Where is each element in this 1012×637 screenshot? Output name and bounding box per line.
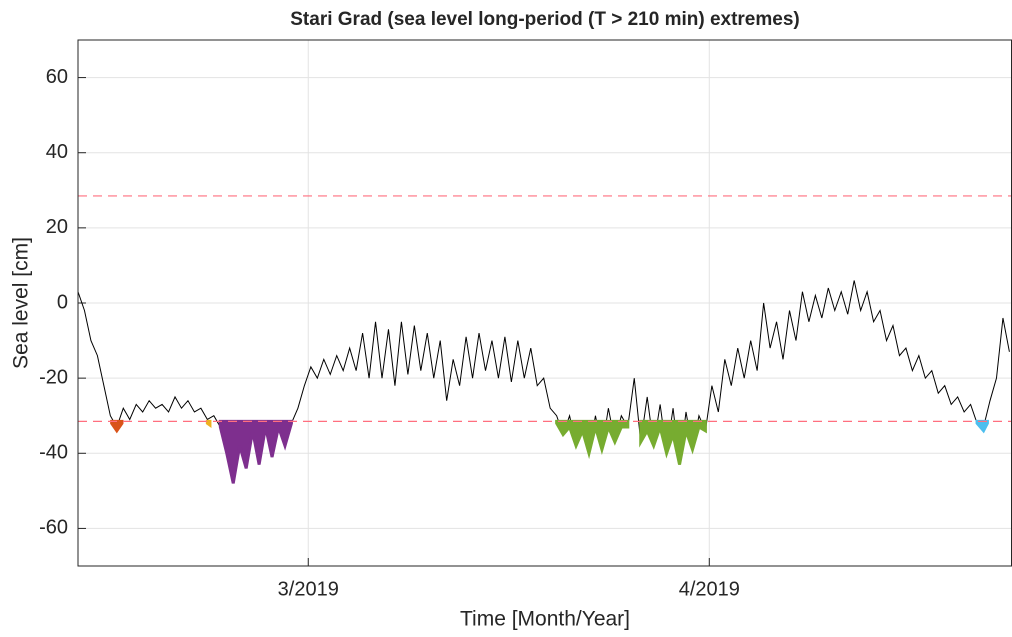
y-tick-label: 0	[57, 291, 68, 313]
y-tick-label: -40	[39, 442, 68, 464]
y-tick-label: -20	[39, 366, 68, 388]
extreme-area	[218, 419, 293, 484]
extreme-area	[555, 419, 630, 460]
plot-area	[78, 280, 1010, 484]
x-axis-label: Time [Month/Year]	[460, 608, 630, 631]
y-tick-label: 40	[46, 141, 68, 163]
y-axis-label: Sea level [cm]	[10, 237, 33, 369]
x-tick-label: 4/2019	[679, 578, 740, 600]
x-tick-label: 3/2019	[278, 578, 339, 600]
extreme-area	[205, 419, 212, 429]
chart-title: Stari Grad (sea level long-period (T > 2…	[290, 9, 799, 30]
y-tick-label: 60	[46, 66, 68, 88]
y-tick-label: 20	[46, 216, 68, 238]
extreme-area	[639, 419, 707, 465]
y-tick-label: -60	[39, 517, 68, 539]
extreme-area	[110, 419, 124, 434]
